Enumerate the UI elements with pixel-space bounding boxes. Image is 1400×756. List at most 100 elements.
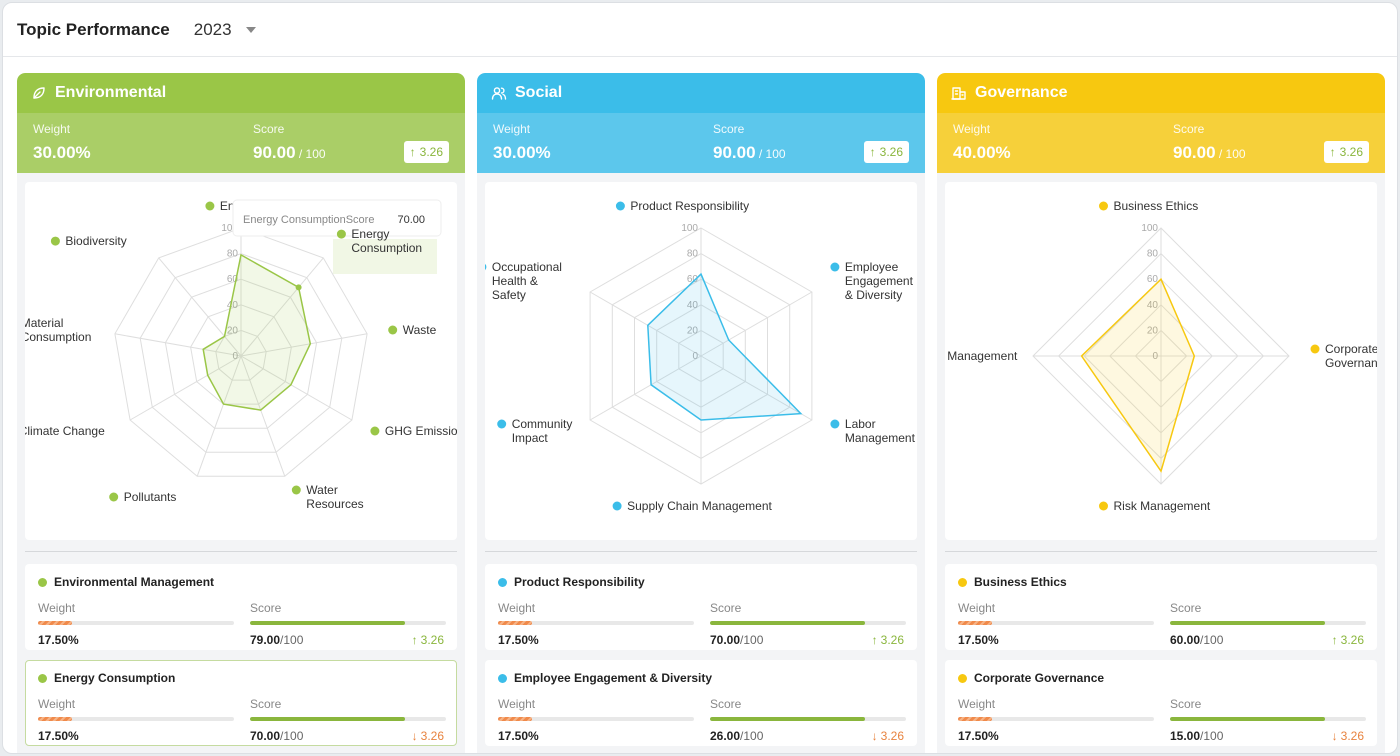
topic-score: 70.00/100 <box>710 633 763 647</box>
legend-dot <box>109 492 119 502</box>
legend-dot <box>205 201 215 211</box>
radar-axis-line <box>240 257 324 357</box>
score-change-value: 3.26 <box>419 145 443 159</box>
topic-score-change-value: 3.26 <box>1340 633 1364 647</box>
radar-tick-label: 100 <box>221 223 238 234</box>
topic-score-max: /100 <box>280 633 304 647</box>
legend-dot <box>830 262 840 272</box>
radar-axis-label-text: Resources <box>306 497 363 511</box>
year-select[interactable]: 2023 <box>194 20 256 40</box>
legend-dot <box>388 325 398 335</box>
score-value-group: 90.00 / 100 <box>253 143 326 163</box>
legend-dot <box>50 236 60 246</box>
topic-dot <box>498 673 507 683</box>
legend-dot <box>830 419 840 429</box>
topic-weight-value: 17.50% <box>498 729 539 743</box>
radar-axis-label: Business Ethics <box>1099 199 1198 213</box>
radar-axis-line <box>129 355 242 421</box>
radar-axis-label-text: Community <box>512 417 573 431</box>
header-bar: Topic Performance 2023 <box>3 3 1397 57</box>
topic-dot <box>38 673 47 683</box>
topic-card[interactable]: Employee Engagement & Diversity Weight 17.… <box>485 660 917 746</box>
topic-score-label: Score <box>710 601 742 615</box>
radar-axis-label-text: Engagement <box>845 274 914 288</box>
weight-bar <box>498 717 694 721</box>
radar-tick-label: 40 <box>227 300 239 311</box>
radar-tick-label: 0 <box>232 351 238 362</box>
panel-title: Social <box>515 84 563 101</box>
topic-score-change-value: 3.26 <box>880 729 904 743</box>
topic-score-change: ↓ 3.26 <box>1332 729 1364 743</box>
radar-axis-label-text: Management <box>845 431 916 445</box>
topic-card[interactable]: Business Ethics Weight 17.50% Score 60.00/10… <box>945 564 1377 650</box>
radar-axis-label-text: Waste <box>403 323 437 337</box>
topic-score-max: /100 <box>740 633 764 647</box>
radar-series-area <box>1080 277 1196 473</box>
score-max: / 100 <box>755 147 786 161</box>
topic-score-max: /100 <box>740 729 764 743</box>
radar-series-area <box>647 272 803 421</box>
radar-data-point <box>295 284 302 291</box>
radar-tick-label: 80 <box>687 249 699 260</box>
topic-weight-value: 17.50% <box>38 633 79 647</box>
topic-score-change: ↓ 3.26 <box>872 729 904 743</box>
legend-dot <box>615 201 625 211</box>
radar-chart-card: 020406080100EnvirorWasteGHG EmissionsWat… <box>19 182 465 540</box>
topic-card[interactable]: Product Responsibility Weight 17.50% Score 7… <box>485 564 917 650</box>
radar-axis-label-text: Product Responsibility <box>630 199 749 213</box>
topic-weight-label: Weight <box>958 697 996 711</box>
topic-score-change-value: 3.26 <box>420 633 444 647</box>
topic-score-change-value: 3.26 <box>880 633 904 647</box>
radar-axis-label-text: Health & <box>492 274 538 288</box>
radar-axis-line <box>196 355 242 477</box>
radar-axis-label-text: Business Ethics <box>1114 199 1199 213</box>
radar-tick-label: 0 <box>692 351 698 362</box>
topic-score: 79.00/100 <box>250 633 303 647</box>
leaf-icon <box>33 87 45 99</box>
topic-score: 70.00/100 <box>250 729 303 743</box>
topic-name-text: Employee Engagement & Diversity <box>514 671 713 685</box>
radar-axis-label-text: & Diversity <box>845 288 902 302</box>
radar-tick-label: 60 <box>687 274 699 285</box>
topic-score: 26.00/100 <box>710 729 763 743</box>
weight-value: 30.00% <box>493 143 551 162</box>
topic-name: Corporate Governance <box>958 671 1104 685</box>
topic-card[interactable]: Environmental Management Weight 17.50% Scor… <box>25 564 457 650</box>
radar-tick-label: 100 <box>681 223 698 234</box>
radar-axis-line <box>700 355 813 421</box>
radar-tick-label: 100 <box>1141 223 1158 234</box>
legend-dot <box>370 426 380 436</box>
weight-value: 40.00% <box>953 143 1011 162</box>
radar-axis-label: MaterialConsumption <box>21 316 92 344</box>
chevron-down-icon <box>245 26 256 33</box>
weight-bar-fill <box>958 717 993 721</box>
topic-dot <box>958 673 967 683</box>
radar-axis-label-text: Labor <box>845 417 876 431</box>
topic-weight-label: Weight <box>498 697 536 711</box>
highlight-box <box>333 239 437 274</box>
topic-weight-value: 17.50% <box>38 729 79 743</box>
topic-score-max: /100 <box>1200 729 1224 743</box>
topic-dot <box>498 577 507 587</box>
panel-environmental: Environmental Weight 30.00% Score 90.00 / 10… <box>17 73 465 753</box>
radar-axis-label-text: Employee <box>845 260 899 274</box>
topic-card[interactable]: Energy Consumption Weight 17.50% Score 70.00… <box>25 660 457 746</box>
radar-axis-label: Supply Chain Management <box>612 499 773 513</box>
radar-chart: 020406080100EnvirorWasteGHG EmissionsWat… <box>19 199 465 511</box>
section-divider <box>945 551 1377 552</box>
arrow-up-icon: ↑ <box>409 145 416 159</box>
score-bar-fill <box>710 717 865 721</box>
topic-card[interactable]: Corporate Governance Weight 17.50% Score 15.… <box>945 660 1377 746</box>
topic-name: Energy Consumption <box>38 671 175 685</box>
panel-metrics: Weight 40.00% Score 90.00 / 100 ↑ 3.26 <box>937 113 1385 173</box>
radar-chart-card: 0 20 40 60 80 100 Product Responsibility Employ… <box>477 182 917 540</box>
topic-weight-label: Weight <box>498 601 536 615</box>
weight-bar <box>38 717 234 721</box>
topic-score-change: ↓ 3.26 <box>412 729 444 743</box>
radar-axis-line <box>240 355 286 477</box>
radar-axis-label: Risk Management <box>1099 499 1211 513</box>
